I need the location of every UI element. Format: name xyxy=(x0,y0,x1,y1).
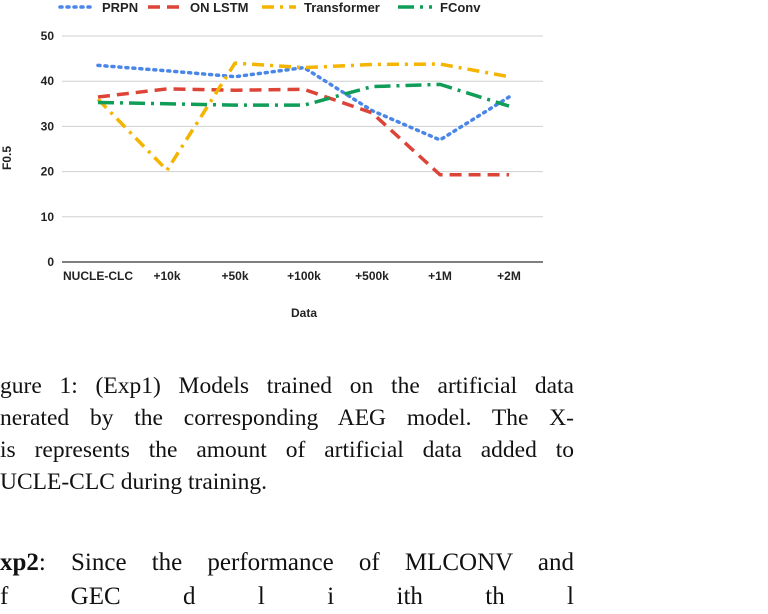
x-axis-ticks: NUCLE-CLC +10k +50k +100k +500k +1M +2M xyxy=(63,269,521,283)
body-line-text: : Since the performance of MLCONV and xyxy=(38,549,574,576)
body-line: xp2: Since the performance of MLCONV and xyxy=(0,546,574,580)
x-tick-label: NUCLE-CLC xyxy=(63,269,133,283)
x-axis-title: Data xyxy=(291,306,317,320)
y-axis-ticks: 0 10 20 30 40 50 xyxy=(41,29,55,269)
x-tick-label: +100k xyxy=(287,269,321,283)
legend-label: ON LSTM xyxy=(190,0,249,15)
y-tick-label: 10 xyxy=(41,210,55,224)
x-tick-label: +10k xyxy=(153,269,180,283)
y-tick-label: 20 xyxy=(41,165,55,179)
series-line-transformer xyxy=(96,61,510,172)
y-tick-label: 30 xyxy=(41,119,55,133)
body-paragraph: xp2: Since the performance of MLCONV and… xyxy=(0,546,574,614)
body-line: f GEC d l i ith th l xyxy=(0,583,574,610)
series-line-prpn xyxy=(96,63,511,142)
x-tick-label: +1M xyxy=(428,269,452,283)
y-axis-title: F0.5 xyxy=(0,146,14,170)
legend-label: FConv xyxy=(440,0,481,15)
figure-caption: gure 1: (Exp1) Models trained on the art… xyxy=(0,370,574,498)
x-tick-label: +50k xyxy=(221,269,248,283)
x-tick-label: +500k xyxy=(355,269,389,283)
section-heading: xp2 xyxy=(0,549,39,576)
legend-label: PRPN xyxy=(102,0,138,15)
legend-item-on-lstm: ON LSTM xyxy=(148,0,249,15)
caption-line: is represents the amount of artificial d… xyxy=(0,437,574,463)
legend-label: Transformer xyxy=(304,0,380,15)
series-line-on-lstm xyxy=(97,87,509,177)
series-line-fconv xyxy=(97,82,510,108)
y-tick-label: 50 xyxy=(41,29,55,43)
caption-line: UCLE-CLC during training. xyxy=(0,469,267,495)
legend-item-prpn: PRPN xyxy=(58,0,138,15)
caption-line: nerated by the corresponding AEG model. … xyxy=(0,405,574,431)
chart-legend: PRPN ON LSTM Transformer FConv xyxy=(58,0,481,15)
y-tick-label: 0 xyxy=(47,255,54,269)
legend-item-fconv: FConv xyxy=(398,0,481,15)
y-tick-label: 40 xyxy=(41,74,55,88)
x-tick-label: +2M xyxy=(497,269,521,283)
chart-series xyxy=(96,61,511,177)
legend-item-transformer: Transformer xyxy=(262,0,380,15)
line-chart: PRPN ON LSTM Transformer FConv 01020304050 … xyxy=(0,0,543,320)
caption-line: gure 1: (Exp1) Models trained on the art… xyxy=(0,373,574,399)
